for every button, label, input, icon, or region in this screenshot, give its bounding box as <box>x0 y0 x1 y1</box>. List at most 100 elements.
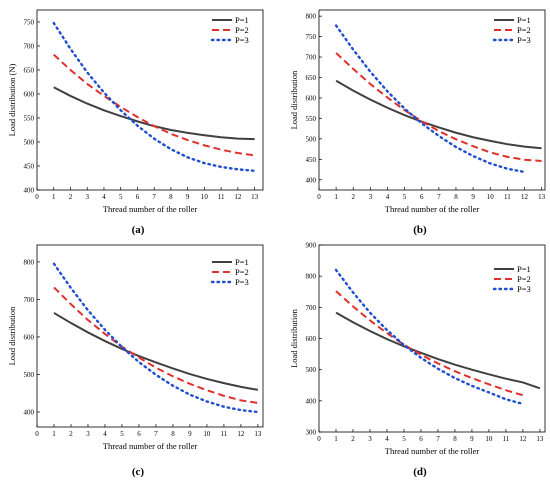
legend-label: P=1 <box>235 15 249 25</box>
y-tick-label: 650 <box>24 67 35 75</box>
chart-panel-2: 0 1 2 3 4 5 6 7 8 9 10 11 12 134004505005506006507007… <box>289 9 546 236</box>
x-axis-title: Thread number of the roller <box>103 204 198 214</box>
y-tick-label: 800 <box>306 13 317 21</box>
y-tick-label: 700 <box>306 54 317 62</box>
legend-label: P=2 <box>235 267 249 277</box>
y-tick-label: 800 <box>24 258 35 266</box>
y-tick-label: 450 <box>24 163 35 171</box>
x-tick-label: 4 <box>385 435 389 443</box>
y-tick-label: 400 <box>306 176 317 184</box>
x-tick-label: 5 <box>120 430 124 438</box>
x-tick-label: 9 <box>471 193 475 201</box>
x-tick-label: 1 <box>52 430 56 438</box>
x-axis-title: Thread number of the roller <box>103 441 198 451</box>
x-tick-label: 2 <box>351 193 355 201</box>
x-tick-label: 2 <box>351 435 355 443</box>
x-tick-label: 13 <box>536 435 544 443</box>
plot-frame <box>318 244 546 433</box>
x-tick-label: 8 <box>453 435 457 443</box>
x-tick-label: 9 <box>188 430 192 438</box>
x-tick-label: 6 <box>137 430 141 438</box>
x-tick-label: 10 <box>485 435 493 443</box>
y-tick-label: 450 <box>306 156 317 164</box>
legend-label: P=3 <box>235 277 249 287</box>
x-tick-label: 4 <box>386 193 390 201</box>
x-tick-label: 5 <box>402 435 406 443</box>
panel-caption: (c) <box>132 466 145 478</box>
legend-label: P=2 <box>235 25 249 35</box>
legend-label: P=3 <box>235 35 249 45</box>
x-tick-label: 1 <box>334 435 338 443</box>
legend-label: P=1 <box>517 15 531 25</box>
series-line-p3 <box>52 262 260 414</box>
x-tick-label: 5 <box>119 193 123 201</box>
x-tick-label: 6 <box>420 193 424 201</box>
x-tick-label: 2 <box>69 430 73 438</box>
x-tick-label: 12 <box>521 193 529 201</box>
x-tick-label: 8 <box>169 193 173 201</box>
x-tick-label: 13 <box>251 193 259 201</box>
series-line-p2 <box>53 53 255 157</box>
y-tick-label: 750 <box>24 19 35 27</box>
x-tick-label: 0 <box>35 430 39 438</box>
x-tick-label: 11 <box>218 193 225 201</box>
x-tick-label: 0 <box>317 193 321 201</box>
x-tick-label: 2 <box>69 193 73 201</box>
x-axis-title: Thread number of the roller <box>385 446 480 456</box>
x-tick-label: 12 <box>234 193 242 201</box>
y-tick-label: 300 <box>306 429 317 437</box>
panel-caption: (a) <box>132 224 145 236</box>
series-line-p3 <box>334 268 525 406</box>
x-tick-label: 9 <box>470 435 474 443</box>
legend-label: P=2 <box>517 25 531 35</box>
x-tick-label: 6 <box>419 435 423 443</box>
x-tick-label: 5 <box>403 193 407 201</box>
x-tick-label: 11 <box>503 435 510 443</box>
y-axis-title: Load distribution <box>7 306 17 366</box>
y-tick-label: 400 <box>24 408 35 416</box>
y-axis-title: Load distribution (N) <box>7 63 17 136</box>
x-axis-title: Thread number of the roller <box>385 204 480 214</box>
x-tick-label: 7 <box>436 435 440 443</box>
x-tick-label: 11 <box>221 430 228 438</box>
legend: P=1P=2P=3 <box>210 15 249 45</box>
x-tick-label: 13 <box>538 193 546 201</box>
y-tick-label: 700 <box>24 43 35 51</box>
y-tick-label: 550 <box>306 115 317 123</box>
y-tick-label: 500 <box>306 135 317 143</box>
x-tick-label: 8 <box>171 430 175 438</box>
series-line-p3 <box>52 21 256 173</box>
x-tick-label: 9 <box>186 193 190 201</box>
y-tick-label: 650 <box>306 74 317 82</box>
x-tick-label: 7 <box>437 193 441 201</box>
y-tick-label: 400 <box>24 187 35 195</box>
x-tick-label: 1 <box>334 193 338 201</box>
x-tick-label: 11 <box>504 193 511 201</box>
y-tick-label: 500 <box>306 366 317 374</box>
legend-label: P=1 <box>235 257 249 267</box>
legend-label: P=3 <box>517 35 531 45</box>
y-tick-label: 500 <box>24 371 35 379</box>
chart-panel-1: 0 1 2 3 4 5 6 7 8 9 10 11 12 134004505005506006507007… <box>7 9 264 236</box>
series-line-p3 <box>334 24 526 174</box>
y-tick-label: 600 <box>306 335 317 343</box>
x-tick-label: 10 <box>201 193 209 201</box>
x-tick-label: 4 <box>103 430 107 438</box>
x-tick-label: 10 <box>203 430 211 438</box>
x-tick-label: 6 <box>136 193 140 201</box>
y-axis-title: Load distribution <box>289 308 299 368</box>
legend: P=1P=2P=3 <box>492 264 531 294</box>
x-tick-label: 8 <box>454 193 458 201</box>
x-tick-label: 3 <box>86 430 90 438</box>
y-tick-label: 700 <box>24 296 35 304</box>
y-tick-label: 600 <box>24 91 35 99</box>
y-tick-label: 600 <box>24 333 35 341</box>
x-tick-label: 4 <box>102 193 106 201</box>
x-tick-label: 1 <box>52 193 56 201</box>
series-line-p2 <box>53 286 259 404</box>
series-line-p1 <box>53 86 255 141</box>
x-tick-label: 3 <box>368 435 372 443</box>
legend: P=1P=2P=3 <box>210 257 249 287</box>
x-tick-label: 0 <box>35 193 39 201</box>
x-tick-label: 0 <box>317 435 321 443</box>
